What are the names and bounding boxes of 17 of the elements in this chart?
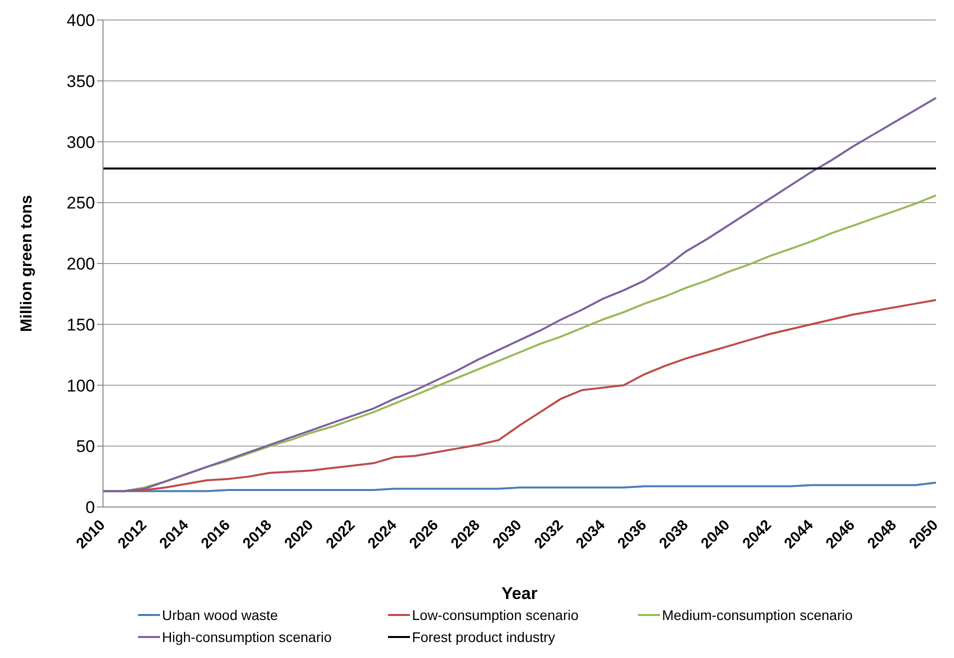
legend-label: Low-consumption scenario [412,607,579,623]
y-tick-label: 200 [66,254,95,274]
legend-label: High-consumption scenario [162,629,332,645]
legend-label: Urban wood waste [162,607,278,623]
line-series [102,96,937,492]
y-tick-label: 300 [66,132,95,152]
y-tick-label: 250 [66,194,95,213]
y-tick-label: 400 [66,11,95,30]
y-axis-title: Million green tons [18,194,36,332]
y-tick-label: 0 [86,498,95,518]
x-axis-title: Year [502,584,538,603]
y-tick-label: 100 [66,376,95,396]
legend-label: Medium-consumption scenario [662,607,853,623]
y-tick-label: 50 [76,437,95,456]
legend-label: Forest product industry [412,629,556,645]
y-tick-label: 350 [66,72,95,91]
y-tick-label: 150 [66,315,95,334]
